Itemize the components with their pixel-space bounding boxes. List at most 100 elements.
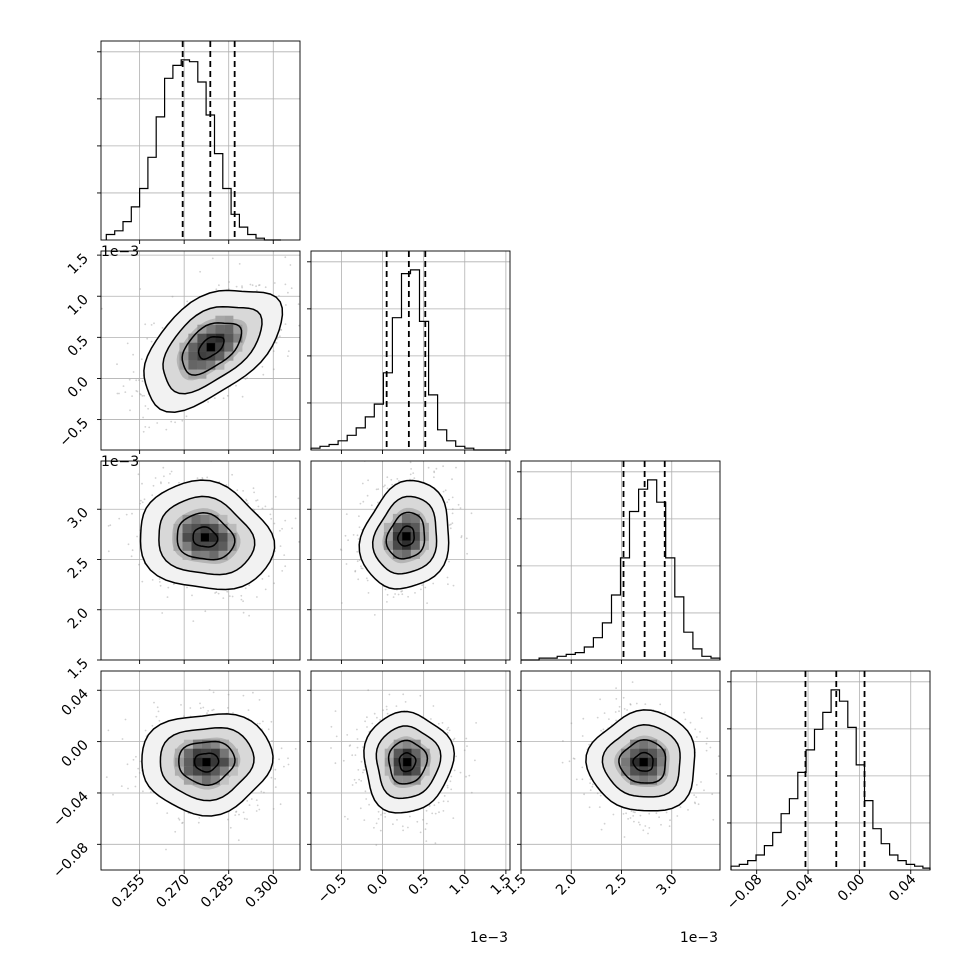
density-panel-3-0 — [97, 670, 301, 874]
density-block — [209, 514, 219, 524]
density-block — [219, 766, 229, 776]
density-block — [224, 333, 234, 343]
panel-frame — [310, 250, 511, 451]
density-block — [227, 523, 237, 533]
y-tick-label-1-4: 1.5 — [65, 251, 92, 278]
density-block — [383, 531, 393, 541]
density-block — [210, 739, 220, 749]
contour-line-1 — [371, 495, 438, 575]
density-block — [191, 514, 201, 524]
histogram-panel-1 — [307, 250, 511, 454]
contour-line-3 — [398, 752, 417, 773]
density-panel-2-0 — [97, 460, 301, 664]
y-tick-label-1-1: 0.0 — [65, 374, 92, 401]
density-block — [179, 351, 189, 361]
x-tick-label-1-2: 0.5 — [405, 872, 432, 899]
density-block — [621, 766, 631, 776]
density-block — [630, 757, 640, 767]
panel-frame — [730, 670, 931, 871]
density-block — [657, 748, 667, 758]
y-tick-label-2-2: 2.5 — [65, 555, 92, 582]
x-tick-label-2-3: 3.0 — [654, 872, 681, 899]
x-tick-label-0-3: 0.300 — [242, 872, 282, 912]
density-block — [228, 757, 238, 767]
density-block — [201, 766, 211, 776]
density-peak — [200, 533, 209, 542]
density-block — [183, 775, 193, 785]
density-block — [648, 766, 658, 776]
histogram-step-0 — [105, 59, 281, 241]
density-block — [233, 333, 243, 343]
y-tick-label-2-1: 2.0 — [65, 605, 92, 632]
density-block — [621, 748, 631, 758]
x-tick-label-0-2: 0.285 — [198, 872, 238, 912]
density-block — [209, 523, 219, 533]
y-tick-label-3-2: 0.00 — [58, 737, 91, 770]
density-block — [410, 522, 420, 532]
x-tick-label-1-3: 1.0 — [447, 872, 474, 899]
density-block — [420, 766, 430, 776]
x-offset-label-2: 1e−3 — [680, 930, 718, 946]
density-block — [233, 324, 243, 334]
density-block — [183, 739, 193, 749]
density-block — [410, 513, 420, 523]
density-block — [192, 775, 202, 785]
density-block — [192, 739, 202, 749]
density-block — [228, 766, 238, 776]
x-tick-label-1-1: 0.0 — [364, 872, 391, 899]
density-block — [227, 532, 237, 542]
density-block — [392, 540, 402, 550]
contour-line-1 — [601, 724, 681, 798]
x-tick-label-2-1: 2.0 — [553, 872, 580, 899]
density-peak — [403, 758, 412, 767]
contour-line-2 — [618, 739, 667, 784]
density-block — [197, 369, 207, 379]
y-tick-label-1-3: 1.0 — [65, 292, 92, 319]
density-panel-3-1 — [307, 670, 511, 874]
y-tick-label-2-0: 1.5 — [65, 656, 92, 683]
density-block — [197, 342, 207, 352]
density-block — [410, 540, 420, 550]
density-block — [179, 342, 189, 352]
density-block — [393, 739, 403, 749]
contour-line-3 — [396, 525, 415, 547]
density-block — [219, 757, 229, 767]
density-block — [224, 342, 234, 352]
density-block — [197, 360, 207, 370]
density-block — [393, 748, 403, 758]
contour-line-3 — [197, 336, 225, 360]
contour-line-0 — [585, 709, 696, 812]
density-block — [639, 775, 649, 785]
density-block — [630, 748, 640, 758]
density-block — [392, 549, 402, 559]
density-block — [209, 541, 219, 551]
density-block — [191, 523, 201, 533]
y-tick-label-3-1: −0.04 — [50, 788, 92, 830]
density-block — [215, 315, 225, 325]
density-block — [384, 766, 394, 776]
density-block — [182, 523, 192, 533]
contour-line-0 — [141, 713, 274, 817]
contour-line-3 — [193, 752, 220, 773]
density-block — [200, 514, 210, 524]
density-block — [183, 757, 193, 767]
density-block — [206, 360, 216, 370]
density-block — [188, 360, 198, 370]
density-block — [402, 739, 412, 749]
x-tick-label-3-2: 0.00 — [835, 872, 868, 905]
density-block — [218, 541, 228, 551]
contour-line-1 — [158, 495, 256, 576]
density-block — [411, 748, 421, 758]
contour-line-0 — [358, 479, 450, 590]
density-block — [233, 342, 243, 352]
density-block — [630, 766, 640, 776]
density-block — [188, 342, 198, 352]
density-block — [648, 748, 658, 758]
density-block — [218, 514, 228, 524]
density-block — [393, 775, 403, 785]
x-tick-label-0-0: 0.255 — [109, 872, 149, 912]
density-block — [215, 333, 225, 343]
x-tick-label-3-3: 0.04 — [886, 871, 919, 904]
contour-line-1 — [375, 725, 442, 800]
y-tick-label-1-2: 0.5 — [65, 333, 92, 360]
